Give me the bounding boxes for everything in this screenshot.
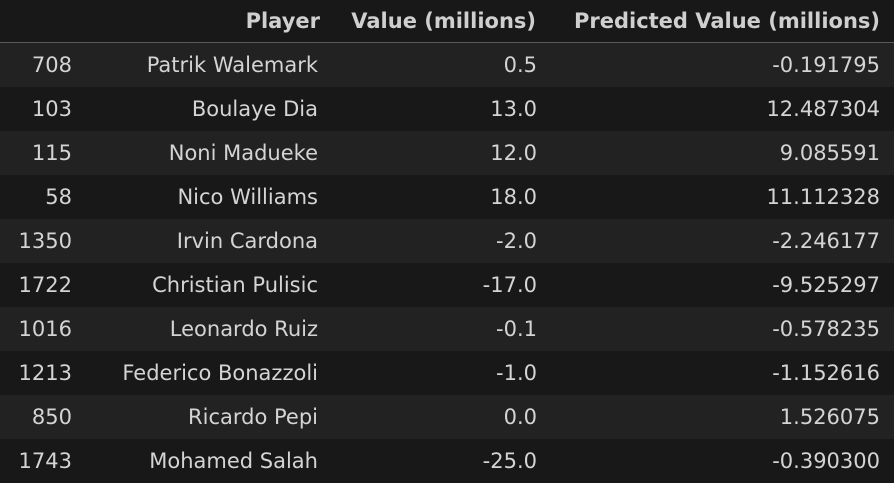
player-name-cell: Christian Pulisic [152,272,318,297]
player-name-cell: Noni Madueke [168,140,318,165]
value-cell: -1.0 [496,360,537,385]
player-name-cell: Boulaye Dia [191,96,318,121]
value-cell: -2.0 [496,228,537,253]
row-index: 850 [31,404,72,429]
row-index: 1722 [18,272,72,297]
table-row: 103 Boulaye Dia 13.0 12.487304 [0,86,894,131]
index-header [0,0,72,43]
row-index: 1743 [18,448,72,473]
table-header: Player Value (millions) Predicted Value … [0,0,894,43]
predicted-value-cell: 11.112328 [766,184,880,209]
row-index: 1350 [18,228,72,253]
player-name-cell: Ricardo Pepi [188,404,318,429]
row-index: 708 [31,52,72,77]
table-row: 1743 Mohamed Salah -25.0 -0.390300 [0,438,894,483]
table-row: 850 Ricardo Pepi 0.0 1.526075 [0,394,894,439]
table-row: 1722 Christian Pulisic -17.0 -9.525297 [0,262,894,307]
predicted-value-cell: -0.390300 [772,448,880,473]
predicted-value-cell: 1.526075 [779,404,880,429]
player-name-cell: Federico Bonazzoli [122,360,318,385]
row-index: 115 [31,140,72,165]
predicted-value-cell: -0.578235 [772,316,880,341]
player-name-cell: Mohamed Salah [149,448,318,473]
predicted-value-column-header: Predicted Value (millions) [551,0,894,43]
row-index: 1016 [18,316,72,341]
predicted-value-cell: -9.525297 [772,272,880,297]
value-cell: 0.0 [503,404,537,429]
value-cell: -0.1 [496,316,537,341]
predicted-value-cell: -1.152616 [772,360,880,385]
table-row: 115 Noni Madueke 12.0 9.085591 [0,130,894,175]
value-cell: -17.0 [482,272,537,297]
value-column-header: Value (millions) [332,0,551,43]
predicted-value-cell: -2.246177 [772,228,880,253]
value-cell: -25.0 [482,448,537,473]
row-index: 1213 [18,360,72,385]
player-name-cell: Leonardo Ruiz [169,316,318,341]
table-row: 58 Nico Williams 18.0 11.112328 [0,174,894,219]
predicted-value-cell: -0.191795 [772,52,880,77]
table-row: 1016 Leonardo Ruiz -0.1 -0.578235 [0,306,894,351]
table-row: 1213 Federico Bonazzoli -1.0 -1.152616 [0,350,894,395]
table-body: 708 Patrik Walemark 0.5 -0.191795 103 Boulaye… [0,42,894,483]
row-index: 58 [45,184,72,209]
table-row: 708 Patrik Walemark 0.5 -0.191795 [0,42,894,87]
player-name-cell: Patrik Walemark [146,52,318,77]
player-name-cell: Nico Williams [177,184,318,209]
predicted-value-cell: 12.487304 [766,96,880,121]
predicted-value-cell: 9.085591 [779,140,880,165]
value-cell: 12.0 [490,140,537,165]
player-name-cell: Irvin Cardona [176,228,318,253]
row-index: 103 [31,96,72,121]
player-column-header: Player [72,0,332,43]
value-cell: 13.0 [490,96,537,121]
header-row: Player Value (millions) Predicted Value … [0,0,894,43]
table-row: 1350 Irvin Cardona -2.0 -2.246177 [0,218,894,263]
value-cell: 0.5 [503,52,537,77]
value-cell: 18.0 [490,184,537,209]
